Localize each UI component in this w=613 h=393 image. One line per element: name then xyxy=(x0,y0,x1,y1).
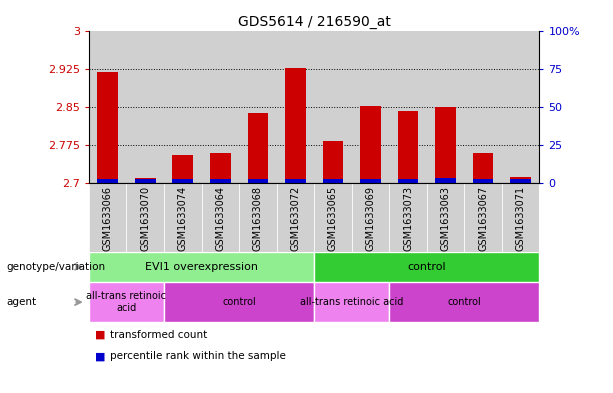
Bar xyxy=(511,177,531,183)
Text: control: control xyxy=(447,297,481,307)
Bar xyxy=(239,183,276,252)
Bar xyxy=(360,179,381,183)
Bar xyxy=(202,31,239,183)
Bar xyxy=(398,110,418,183)
Bar xyxy=(135,179,156,183)
Bar xyxy=(172,155,193,183)
Bar xyxy=(314,252,539,282)
Bar xyxy=(427,31,465,183)
Title: GDS5614 / 216590_at: GDS5614 / 216590_at xyxy=(238,15,390,29)
Text: GSM1633072: GSM1633072 xyxy=(291,186,300,252)
Text: GSM1633071: GSM1633071 xyxy=(516,186,526,251)
Text: agent: agent xyxy=(6,297,36,307)
Bar xyxy=(126,183,164,252)
Bar xyxy=(352,183,389,252)
Text: GSM1633067: GSM1633067 xyxy=(478,186,488,251)
Bar xyxy=(164,31,202,183)
Bar xyxy=(322,141,343,183)
Bar xyxy=(97,72,118,183)
Bar xyxy=(502,31,539,183)
Bar xyxy=(360,106,381,183)
Bar xyxy=(435,178,456,183)
Bar xyxy=(285,68,306,183)
Text: GSM1633069: GSM1633069 xyxy=(365,186,376,251)
Bar xyxy=(314,183,352,252)
Bar xyxy=(389,31,427,183)
Text: GSM1633073: GSM1633073 xyxy=(403,186,413,251)
Bar xyxy=(248,179,268,183)
Text: percentile rank within the sample: percentile rank within the sample xyxy=(110,351,286,362)
Bar xyxy=(511,179,531,183)
Bar xyxy=(352,31,389,183)
Bar xyxy=(502,183,539,252)
Text: GSM1633068: GSM1633068 xyxy=(253,186,263,251)
Bar xyxy=(427,183,465,252)
Bar xyxy=(276,183,314,252)
Text: GSM1633065: GSM1633065 xyxy=(328,186,338,251)
Text: GSM1633074: GSM1633074 xyxy=(178,186,188,251)
Bar xyxy=(285,179,306,183)
Text: GSM1633063: GSM1633063 xyxy=(441,186,451,251)
Bar xyxy=(314,282,389,322)
Text: ■: ■ xyxy=(95,330,105,340)
Bar xyxy=(135,178,156,183)
Bar xyxy=(172,179,193,183)
Bar xyxy=(276,31,314,183)
Bar xyxy=(164,282,314,322)
Text: control: control xyxy=(222,297,256,307)
Bar xyxy=(164,183,202,252)
Bar xyxy=(97,179,118,183)
Bar xyxy=(473,179,493,183)
Bar xyxy=(465,31,502,183)
Bar xyxy=(89,183,126,252)
Bar xyxy=(389,282,539,322)
Text: control: control xyxy=(408,262,446,272)
Bar xyxy=(210,179,230,183)
Text: transformed count: transformed count xyxy=(110,330,208,340)
Bar xyxy=(473,154,493,183)
Text: all-trans retinoic
acid: all-trans retinoic acid xyxy=(86,291,167,313)
Text: all-trans retinoic acid: all-trans retinoic acid xyxy=(300,297,403,307)
Bar xyxy=(89,252,314,282)
Bar xyxy=(465,183,502,252)
Bar xyxy=(89,282,164,322)
Bar xyxy=(322,179,343,183)
Text: EVI1 overexpression: EVI1 overexpression xyxy=(145,262,258,272)
Text: genotype/variation: genotype/variation xyxy=(6,262,105,272)
Bar xyxy=(248,113,268,183)
Text: ■: ■ xyxy=(95,351,105,362)
Text: GSM1633070: GSM1633070 xyxy=(140,186,150,251)
Bar xyxy=(89,31,126,183)
Bar xyxy=(239,31,276,183)
Bar xyxy=(398,179,418,183)
Bar xyxy=(210,154,230,183)
Bar xyxy=(126,31,164,183)
Text: GSM1633066: GSM1633066 xyxy=(102,186,113,251)
Text: GSM1633064: GSM1633064 xyxy=(215,186,226,251)
Bar xyxy=(314,31,352,183)
Bar xyxy=(202,183,239,252)
Bar xyxy=(435,107,456,183)
Bar xyxy=(389,183,427,252)
